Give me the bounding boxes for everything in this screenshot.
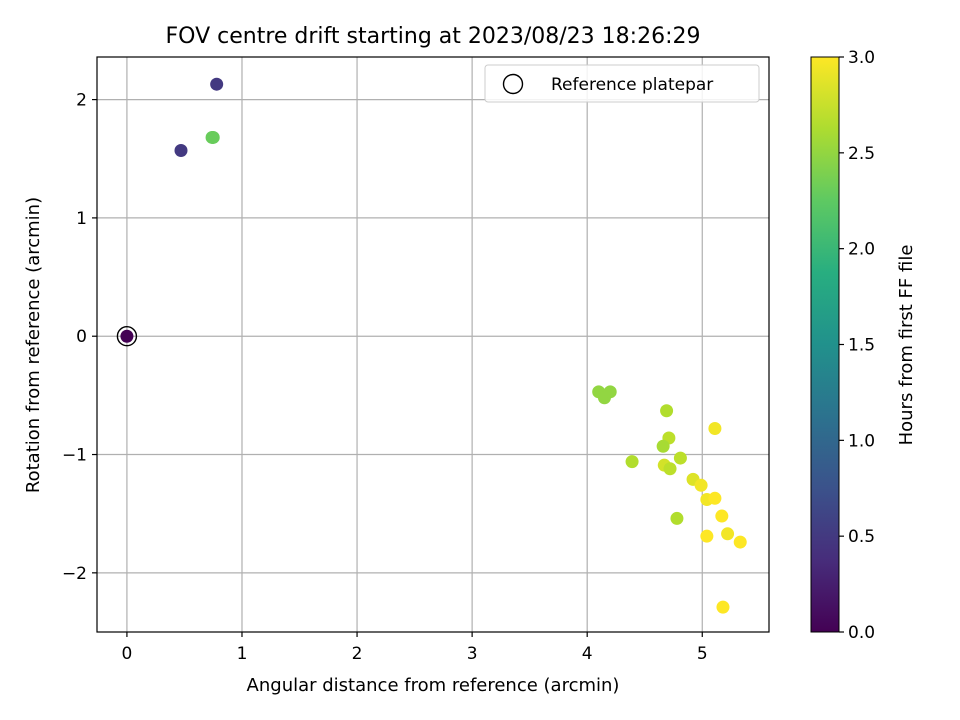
scatter-point	[174, 143, 188, 157]
y-tick-label: 0	[76, 327, 87, 347]
legend-box	[484, 64, 760, 103]
scatter-point	[206, 130, 220, 144]
scatter-point	[708, 422, 722, 436]
x-tick-label: 1	[237, 644, 248, 664]
scatter-point	[721, 527, 735, 541]
colorbar-tick-label: 2.0	[848, 240, 875, 260]
colorbar-ticks: 0.0 0.5 1.0 1.5 2.0 2.5 3.0	[839, 48, 875, 643]
y-tick-label: 1	[76, 209, 87, 229]
scatter-point	[210, 77, 224, 91]
scatter-point	[716, 600, 730, 614]
legend-marker-icon	[502, 73, 524, 95]
scatter-point	[663, 462, 677, 476]
x-tick-label: 3	[467, 644, 478, 664]
x-axis-label: Angular distance from reference (arcmin)	[247, 675, 620, 696]
chart-title: FOV centre drift starting at 2023/08/23 …	[166, 24, 701, 49]
colorbar: 0.0 0.5 1.0 1.5 2.0 2.5 3.0 Hours from first F…	[810, 48, 917, 643]
plot-frame	[96, 56, 770, 633]
x-tick-label: 5	[697, 644, 708, 664]
y-axis-ticks: −2 −1 0 1 2	[62, 91, 97, 584]
colorbar-tick-label: 1.5	[848, 336, 875, 356]
scatter-point	[603, 385, 617, 399]
scatter-point	[670, 511, 684, 525]
x-tick-label: 2	[352, 644, 363, 664]
scatter-points	[116, 77, 747, 614]
scatter-point	[673, 451, 687, 465]
scatter-point	[733, 535, 747, 549]
scatter-point	[708, 491, 722, 505]
colorbar-gradient	[810, 56, 840, 633]
scatter-point	[660, 404, 674, 418]
y-tick-label: −1	[62, 446, 87, 466]
x-tick-label: 4	[582, 644, 593, 664]
x-axis-ticks: 0 1 2 3 4 5	[122, 632, 708, 664]
scatter-point	[625, 455, 639, 469]
legend: Reference platepar	[484, 64, 760, 103]
x-tick-label: 0	[122, 644, 133, 664]
scatter-point	[700, 529, 714, 543]
grid	[97, 57, 769, 632]
scatter-point	[120, 329, 134, 343]
colorbar-tick-label: 3.0	[848, 48, 875, 68]
colorbar-label: Hours from first FF file	[896, 245, 917, 446]
legend-label: Reference platepar	[551, 75, 713, 95]
scatter-point	[715, 509, 729, 523]
colorbar-tick-label: 0.0	[848, 623, 875, 643]
colorbar-tick-label: 0.5	[848, 527, 875, 547]
scatter-point	[656, 439, 670, 453]
y-tick-label: 2	[76, 91, 87, 111]
y-tick-label: −2	[62, 564, 87, 584]
reference-point-marker	[116, 326, 138, 347]
colorbar-tick-label: 1.0	[848, 431, 875, 451]
colorbar-tick-label: 2.5	[848, 144, 875, 164]
scatter-point	[694, 478, 708, 492]
y-axis-label: Rotation from reference (arcmin)	[23, 197, 44, 493]
